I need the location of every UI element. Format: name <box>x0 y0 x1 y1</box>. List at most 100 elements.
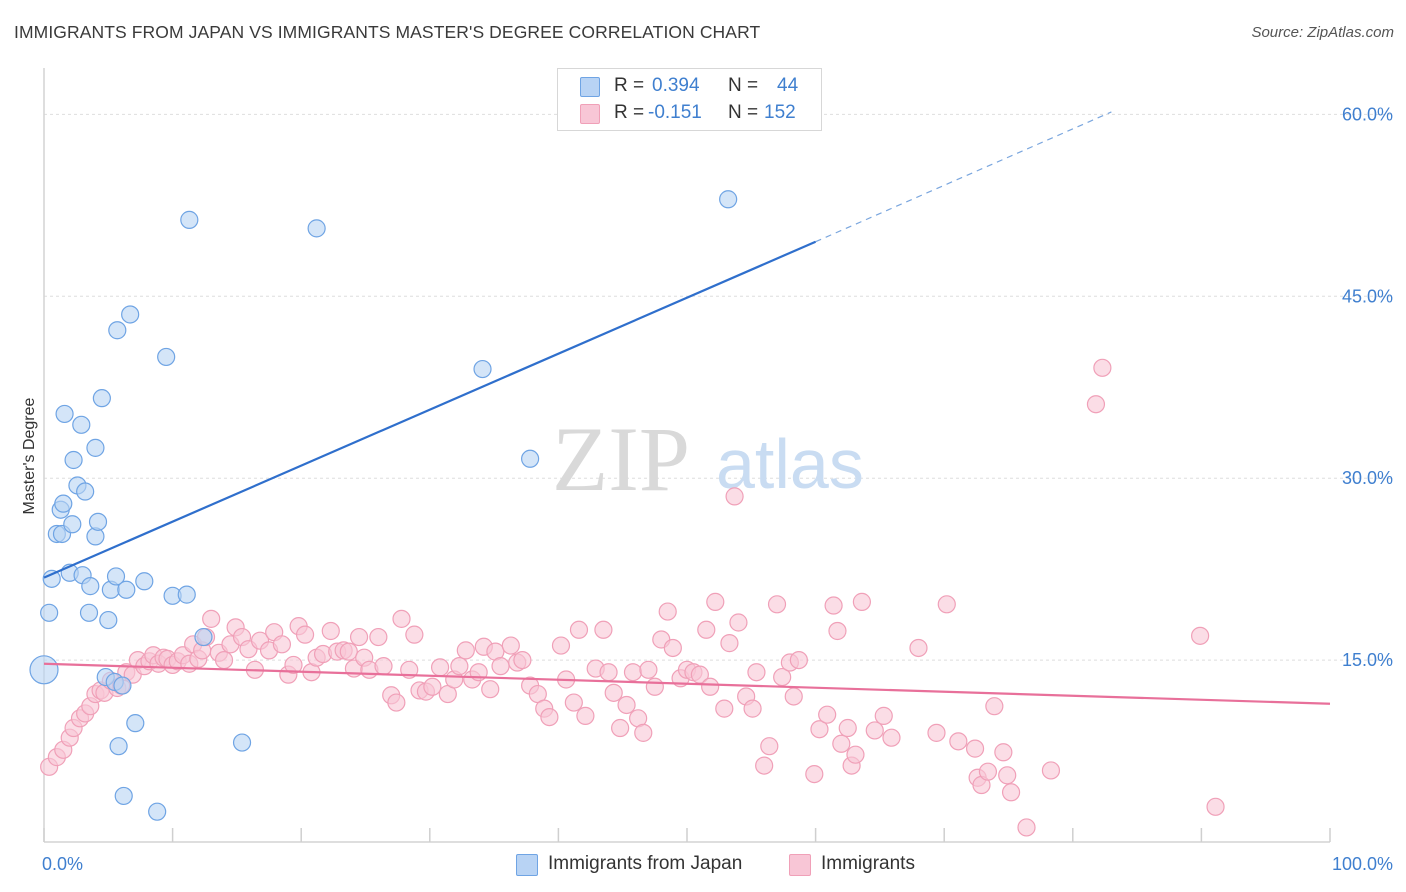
data-point <box>645 677 664 696</box>
data-point <box>232 733 252 752</box>
data-point <box>755 756 774 775</box>
x-tick-label: 0.0% <box>42 854 83 874</box>
legend-n-value: 152 <box>764 102 796 123</box>
data-point <box>423 677 442 696</box>
y-tick-label: 60.0% <box>1342 104 1393 124</box>
data-point <box>623 663 643 682</box>
data-point <box>99 610 118 630</box>
data-point <box>86 438 105 457</box>
legend-swatch-japan <box>516 854 538 876</box>
data-point <box>450 657 469 676</box>
data-point <box>832 734 851 753</box>
data-point <box>491 657 510 676</box>
data-point <box>818 705 837 724</box>
data-point <box>106 567 126 586</box>
data-point <box>569 620 589 639</box>
trend-line-japan-extension <box>815 111 1112 243</box>
data-point <box>1206 797 1225 816</box>
data-point <box>321 621 340 641</box>
data-point <box>79 603 99 622</box>
series-immigrants <box>40 358 1225 837</box>
data-point <box>658 602 677 621</box>
data-point <box>767 595 787 614</box>
data-point <box>108 321 127 340</box>
data-point <box>295 625 315 644</box>
data-point <box>978 762 998 781</box>
data-point <box>1086 395 1106 414</box>
series-immigrants-from-japan <box>29 190 738 821</box>
data-point <box>715 699 734 718</box>
data-point <box>784 687 803 706</box>
tick-labels: 15.0% 30.0% 45.0% 60.0% 0.0% 100.0% <box>42 104 1393 874</box>
data-point <box>634 723 653 742</box>
data-point <box>882 728 901 747</box>
data-point <box>148 802 167 821</box>
data-point <box>392 609 411 628</box>
data-point <box>604 683 623 702</box>
data-point <box>177 585 196 604</box>
data-point <box>663 638 682 658</box>
data-point <box>42 569 61 588</box>
data-point <box>194 627 213 647</box>
data-point <box>501 636 520 655</box>
watermark: ZIP atlas <box>552 408 864 510</box>
legend-swatch-japan <box>580 77 600 97</box>
data-point <box>81 577 100 596</box>
series-legend: Immigrants from Japan Immigrants <box>0 851 1406 879</box>
data-point <box>720 634 739 653</box>
data-point <box>743 699 762 718</box>
data-point <box>284 655 303 675</box>
data-point <box>214 650 234 670</box>
data-point <box>760 737 779 756</box>
data-point <box>805 764 824 784</box>
trend-line-immigrants <box>43 662 1331 705</box>
chart-title: IMMIGRANTS FROM JAPAN VS IMMIGRANTS MAST… <box>14 22 761 42</box>
legend-n-label: N = <box>728 102 759 123</box>
data-point <box>1191 626 1210 645</box>
source-label: Source: ZipAtlas.com <box>1251 24 1394 41</box>
data-point <box>64 450 83 470</box>
data-point <box>29 655 59 685</box>
data-point <box>789 650 808 670</box>
data-point <box>481 680 500 699</box>
y-tick-label: 15.0% <box>1342 650 1393 670</box>
data-point <box>611 718 630 738</box>
data-point <box>369 627 388 647</box>
data-point <box>40 603 59 622</box>
data-point <box>949 732 968 751</box>
data-point <box>865 721 884 740</box>
legend-n-value: 44 <box>777 75 799 96</box>
data-point <box>852 592 871 611</box>
data-point <box>576 706 595 725</box>
data-point <box>773 667 792 687</box>
watermark-zip: ZIP <box>552 408 690 510</box>
data-point <box>135 572 154 591</box>
data-point <box>810 720 829 739</box>
data-point <box>307 219 326 238</box>
data-point <box>985 697 1004 716</box>
data-point <box>719 190 738 209</box>
data-point <box>599 663 618 682</box>
data-point <box>54 494 73 513</box>
data-point <box>521 449 540 468</box>
y-tick-label: 30.0% <box>1342 468 1393 488</box>
data-point <box>909 638 928 658</box>
correlation-legend: R = 0.394 N = 44 R = -0.151 N = 152 <box>557 68 822 131</box>
data-point <box>456 641 475 660</box>
data-point <box>63 515 82 534</box>
data-point <box>824 596 843 615</box>
x-tick-label: 100.0% <box>1332 854 1393 874</box>
data-point <box>639 660 658 679</box>
data-point <box>551 636 571 655</box>
data-point <box>117 580 136 599</box>
data-point <box>846 745 865 764</box>
trend-lines <box>43 111 1331 705</box>
data-point <box>157 347 176 367</box>
data-point <box>874 706 893 725</box>
data-point <box>113 676 132 695</box>
legend-r-value: 0.394 <box>652 75 700 96</box>
data-point <box>994 743 1013 762</box>
legend-n-label: N = <box>728 75 759 96</box>
data-point <box>1001 783 1021 802</box>
